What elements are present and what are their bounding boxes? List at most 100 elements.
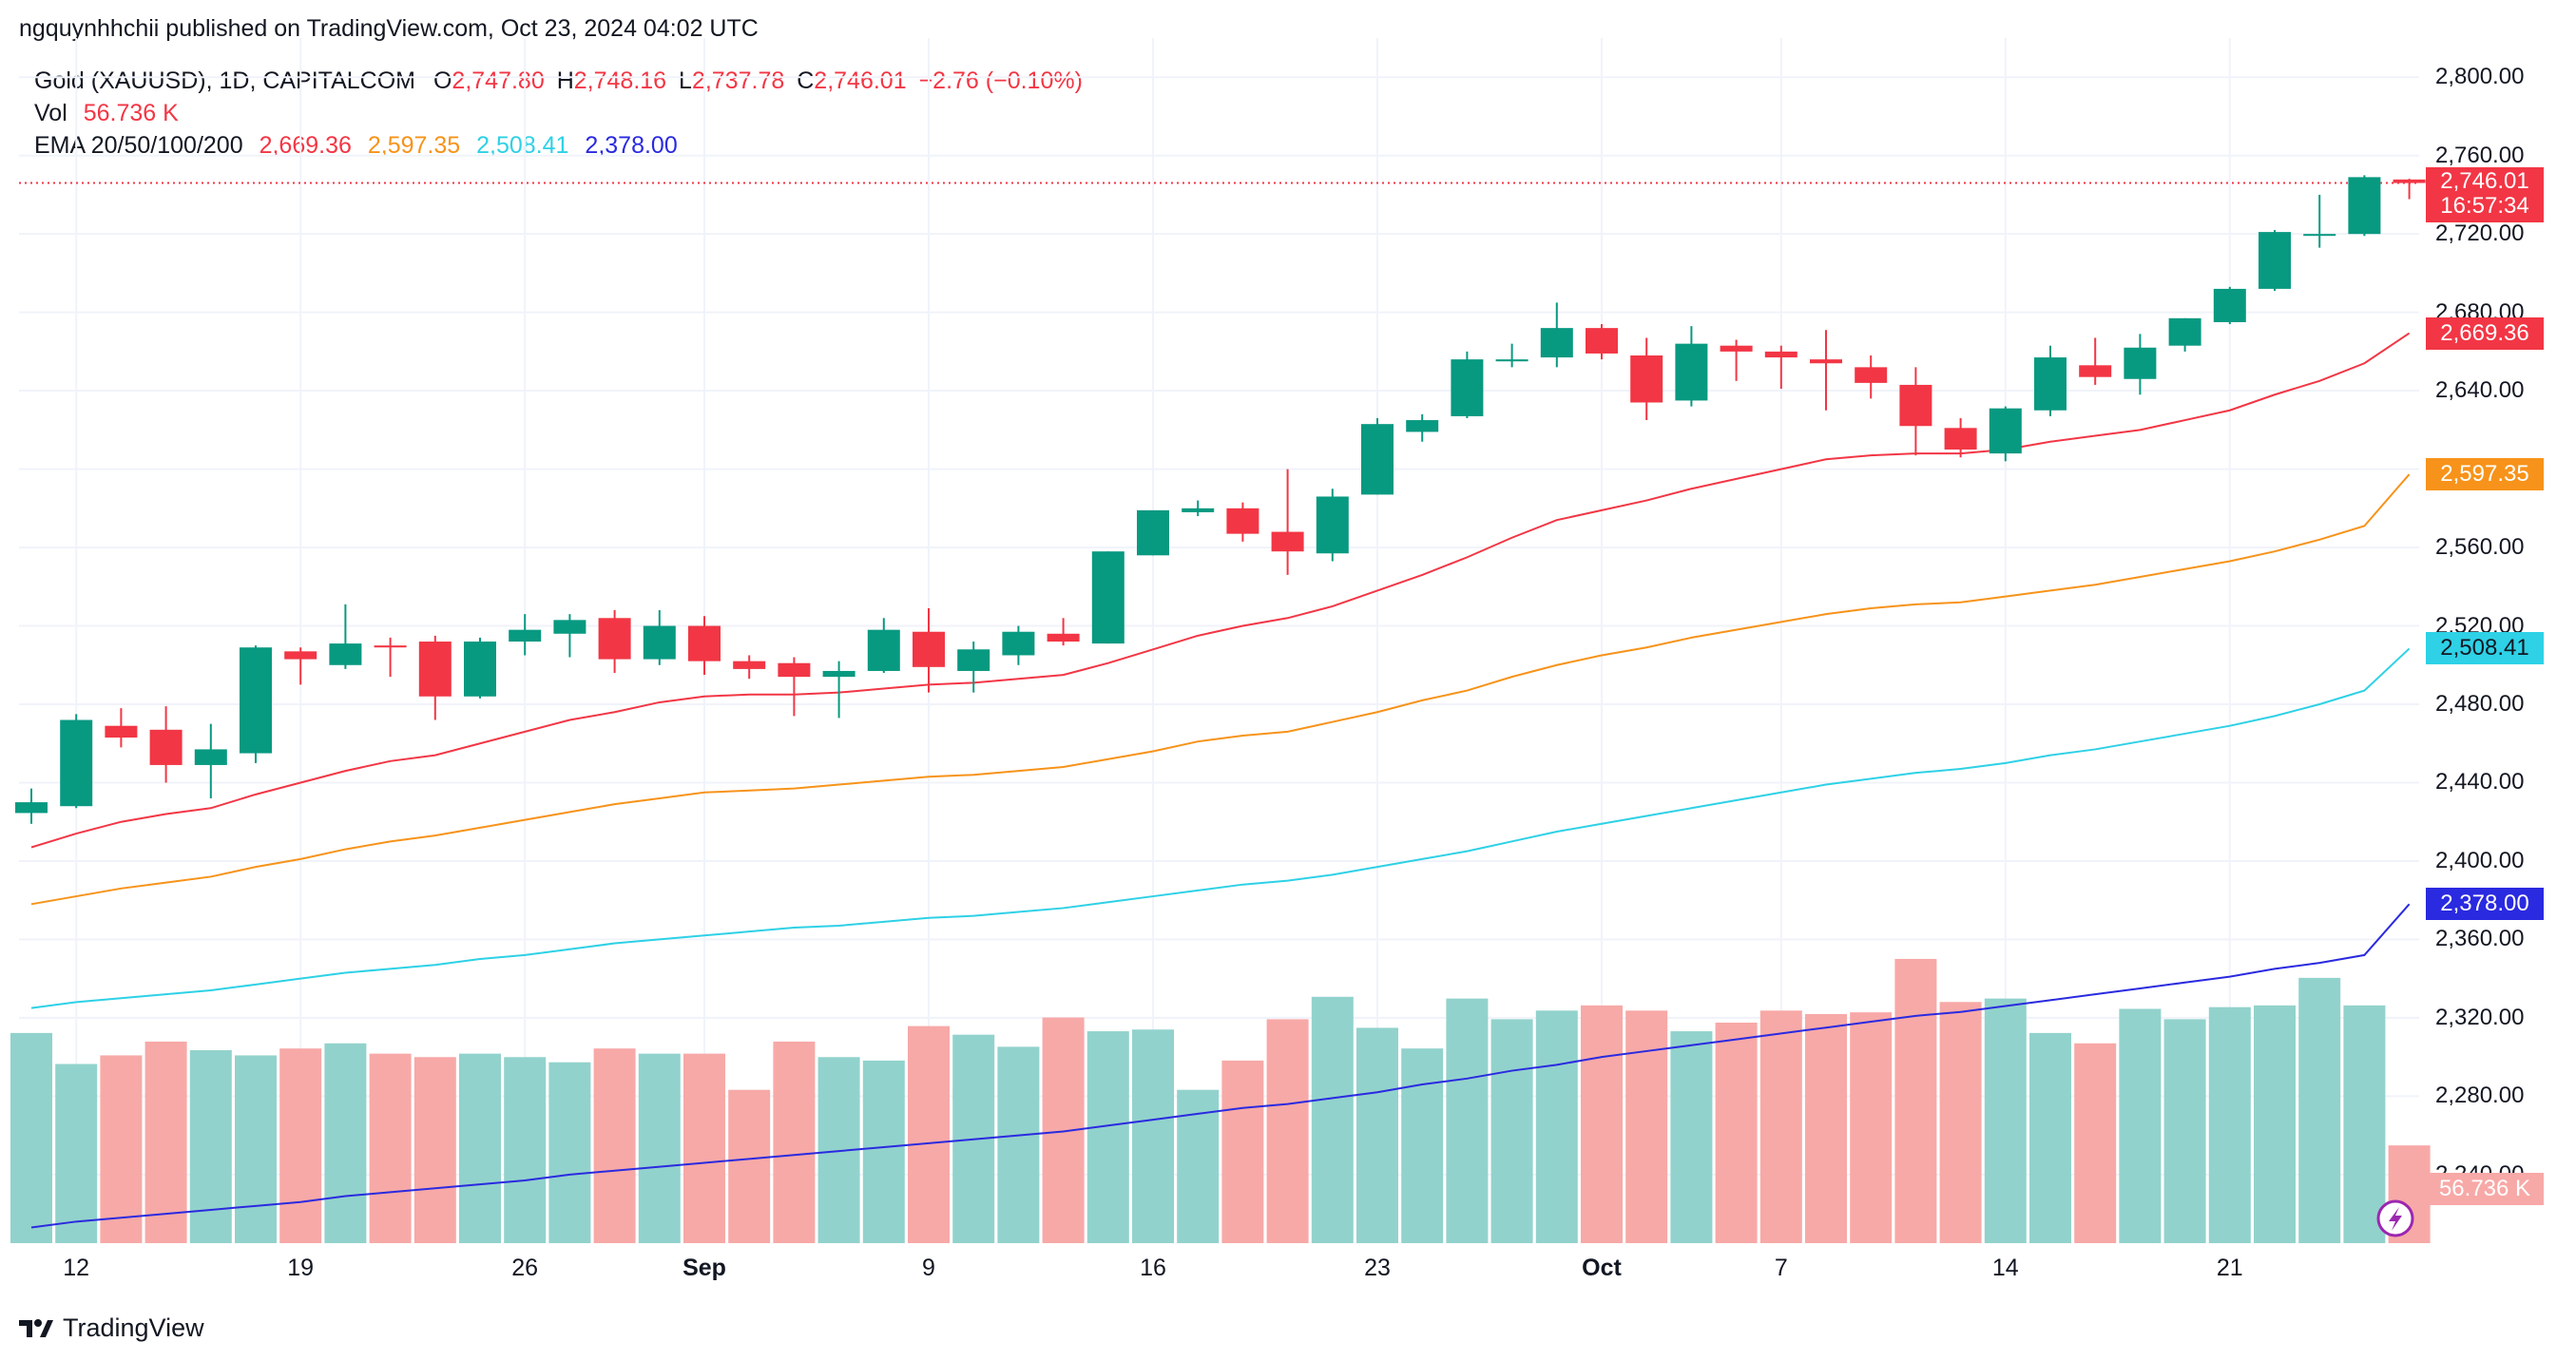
- volume-axis-box: 56.736 K: [2426, 1173, 2544, 1205]
- volume-bar: [2343, 1005, 2386, 1243]
- candle-body: [1047, 633, 1080, 642]
- volume-bar: [1759, 1010, 1802, 1243]
- volume-bar: [1715, 1023, 1758, 1243]
- symbol-label[interactable]: Gold (XAUUSD), 1D, CAPITALCOM: [34, 67, 416, 94]
- candle-body: [1586, 328, 1618, 354]
- open-value: 2,747.80: [452, 67, 545, 94]
- volume-bar: [593, 1048, 636, 1243]
- ema-line-ema200: [30, 903, 2411, 1229]
- volume-bar: [683, 1053, 725, 1243]
- volume-bar: [1446, 998, 1489, 1243]
- volume-bar: [1939, 1002, 1982, 1243]
- volume-bar: [997, 1046, 1040, 1243]
- volume-bar: [1805, 1013, 1847, 1243]
- volume-bar: [2029, 1032, 2071, 1243]
- volume-bar: [2208, 1006, 2251, 1243]
- volume-bar: [144, 1041, 187, 1243]
- candle-body: [733, 661, 766, 669]
- candle-body: [867, 629, 900, 671]
- volume-bar: [2074, 1043, 2117, 1243]
- time-tick-label: Sep: [682, 1255, 726, 1281]
- volume-bar: [548, 1062, 591, 1243]
- ema-line-ema100: [30, 647, 2411, 1009]
- candle-body: [643, 625, 676, 660]
- ema100-value: 2,508.41: [476, 132, 569, 159]
- volume-bar: [1581, 1005, 1623, 1243]
- last-price-label: 2,746.01: [2440, 167, 2529, 194]
- chart-legend: Gold (XAUUSD), 1D, CAPITALCOM O2,747.80 …: [34, 65, 1083, 162]
- ema-label: EMA 20/50/100/200: [34, 132, 243, 159]
- volume-bar: [1894, 958, 1937, 1243]
- volume-bar: [413, 1057, 456, 1243]
- volume-bar: [728, 1089, 771, 1243]
- volume-bar: [2163, 1019, 2206, 1243]
- volume-bar: [459, 1053, 501, 1243]
- ema50-value: 2,597.35: [367, 132, 461, 159]
- price-tick-label: 2,440.00: [2435, 769, 2525, 796]
- candle-body: [464, 642, 496, 697]
- ema200-value: 2,378.00: [585, 132, 678, 159]
- ema200-axis-box: 2,378.00: [2426, 888, 2544, 921]
- volume-bar: [1401, 1048, 1444, 1243]
- time-tick-label: 19: [287, 1255, 315, 1281]
- time-tick-label: 14: [1991, 1255, 2019, 1281]
- time-tick-label: 26: [511, 1255, 539, 1281]
- candle-body: [1316, 496, 1349, 554]
- volume-bar: [1490, 1019, 1533, 1243]
- volume-bar: [369, 1053, 412, 1243]
- volume-bar: [1266, 1019, 1309, 1243]
- candle-body: [418, 642, 452, 697]
- last-price-box: 2,746.01 16:57:34: [2426, 166, 2544, 222]
- candle-body: [1944, 428, 1977, 450]
- candle-body: [2393, 179, 2426, 183]
- candle-body: [957, 649, 990, 671]
- candle-body: [553, 620, 586, 634]
- volume-bar: [1221, 1060, 1264, 1243]
- tradingview-logo-icon: [19, 1318, 53, 1337]
- candle-body: [2348, 177, 2381, 235]
- tradingview-logo[interactable]: TradingView: [19, 1313, 204, 1343]
- time-tick-label: 23: [1364, 1255, 1391, 1281]
- low-value: 2,737.78: [691, 67, 785, 94]
- price-tick-label: 2,480.00: [2435, 691, 2525, 717]
- volume-bar: [279, 1048, 322, 1243]
- candle-body: [1899, 384, 1932, 427]
- candle-body: [509, 629, 542, 642]
- price-tick-label: 2,320.00: [2435, 1004, 2525, 1030]
- volume-bar: [324, 1043, 367, 1243]
- time-tick-label: 16: [1140, 1255, 1166, 1281]
- candle-body: [1810, 359, 1842, 364]
- candle-body: [1451, 359, 1484, 416]
- time-tick-label: 9: [922, 1255, 935, 1281]
- low-label: L: [679, 67, 692, 94]
- ema20-value: 2,669.36: [259, 132, 352, 159]
- volume-row[interactable]: Vol 56.736 K: [34, 97, 1083, 129]
- candle-body: [2079, 365, 2112, 377]
- candle-body: [194, 749, 227, 765]
- candle-body: [2168, 317, 2201, 346]
- candle-body: [1989, 408, 2022, 454]
- time-tick-label: 21: [2216, 1255, 2243, 1281]
- volume-bar: [2298, 977, 2341, 1243]
- candle-body: [1226, 508, 1259, 534]
- ema100-axis-box: 2,508.41: [2426, 632, 2544, 665]
- open-label: O: [433, 67, 452, 94]
- price-tick-label: 2,720.00: [2435, 220, 2525, 247]
- volume-bar: [638, 1053, 681, 1243]
- volume-bar: [1311, 996, 1354, 1243]
- candle-body: [1271, 531, 1304, 552]
- candle-body: [1002, 631, 1035, 656]
- candle-body: [598, 618, 631, 660]
- price-tick-label: 2,760.00: [2435, 142, 2525, 168]
- candle-body: [778, 662, 811, 678]
- change-value: −2.76 (−0.10%): [918, 67, 1083, 94]
- countdown-label: 16:57:34: [2440, 192, 2529, 219]
- ema-row[interactable]: EMA 20/50/100/200 2,669.36 2,597.35 2,50…: [34, 129, 1083, 162]
- candle-body: [1361, 424, 1394, 495]
- time-tick-label: 7: [1774, 1255, 1788, 1281]
- ema20-axis-box: 2,669.36: [2426, 316, 2544, 350]
- volume-bar: [862, 1060, 905, 1243]
- candle-body: [1091, 551, 1125, 644]
- ema-line-ema50: [30, 473, 2411, 906]
